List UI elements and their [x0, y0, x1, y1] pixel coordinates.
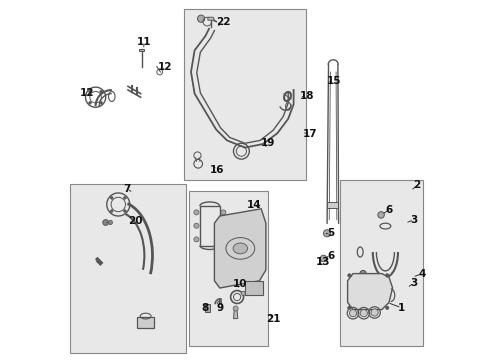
Bar [200, 206, 220, 246]
Circle shape [365, 278, 370, 283]
Bar [184, 9, 306, 180]
Text: 2: 2 [414, 180, 421, 190]
Text: 4: 4 [418, 269, 426, 279]
Circle shape [194, 210, 199, 215]
Circle shape [221, 237, 226, 242]
Circle shape [360, 285, 367, 291]
Text: 20: 20 [128, 216, 143, 226]
Text: 5: 5 [327, 228, 334, 238]
Text: 19: 19 [261, 138, 275, 148]
Bar [71, 184, 186, 353]
Circle shape [371, 309, 378, 316]
Polygon shape [215, 209, 266, 288]
Text: 22: 22 [216, 17, 231, 27]
Text: 6: 6 [327, 251, 334, 261]
Circle shape [110, 197, 113, 199]
Circle shape [221, 210, 226, 215]
Circle shape [347, 274, 351, 277]
Text: 16: 16 [210, 165, 224, 175]
Circle shape [241, 291, 245, 296]
Circle shape [360, 310, 368, 317]
Circle shape [194, 223, 199, 228]
Circle shape [194, 237, 199, 242]
Circle shape [323, 230, 331, 237]
Bar [245, 281, 263, 295]
Circle shape [123, 210, 126, 212]
Text: 15: 15 [327, 76, 342, 86]
Text: 10: 10 [232, 279, 247, 289]
Circle shape [386, 274, 389, 277]
Circle shape [100, 90, 102, 93]
Circle shape [108, 220, 113, 225]
Circle shape [89, 90, 92, 93]
Bar [327, 202, 338, 208]
Circle shape [320, 255, 327, 262]
Circle shape [100, 102, 102, 104]
Polygon shape [233, 310, 238, 319]
Polygon shape [347, 274, 392, 310]
Circle shape [347, 306, 351, 310]
Text: 7: 7 [123, 184, 131, 194]
Text: 3: 3 [411, 215, 418, 225]
Polygon shape [208, 17, 215, 20]
Text: 18: 18 [300, 91, 314, 102]
Bar [139, 49, 144, 51]
Circle shape [103, 220, 109, 225]
Text: 13: 13 [316, 257, 331, 267]
Text: 21: 21 [267, 314, 281, 324]
Circle shape [221, 223, 226, 228]
Text: 6: 6 [385, 204, 392, 215]
Circle shape [349, 310, 357, 317]
Ellipse shape [233, 243, 247, 254]
Bar [137, 317, 154, 328]
Bar [341, 180, 423, 346]
Text: 12: 12 [80, 88, 95, 98]
Text: 9: 9 [217, 303, 224, 313]
Text: 17: 17 [302, 129, 317, 139]
Text: 12: 12 [158, 62, 172, 72]
Circle shape [197, 15, 205, 22]
Text: 14: 14 [246, 200, 261, 210]
Circle shape [233, 306, 238, 311]
Circle shape [378, 212, 384, 218]
Text: 1: 1 [398, 303, 405, 313]
Circle shape [89, 102, 92, 104]
Circle shape [110, 210, 113, 212]
Text: 11: 11 [137, 37, 151, 48]
Circle shape [360, 270, 367, 277]
Text: 8: 8 [202, 303, 209, 313]
Text: 3: 3 [411, 278, 418, 288]
Circle shape [386, 306, 389, 310]
Bar [205, 304, 210, 312]
Bar [189, 191, 269, 346]
Circle shape [123, 197, 126, 199]
